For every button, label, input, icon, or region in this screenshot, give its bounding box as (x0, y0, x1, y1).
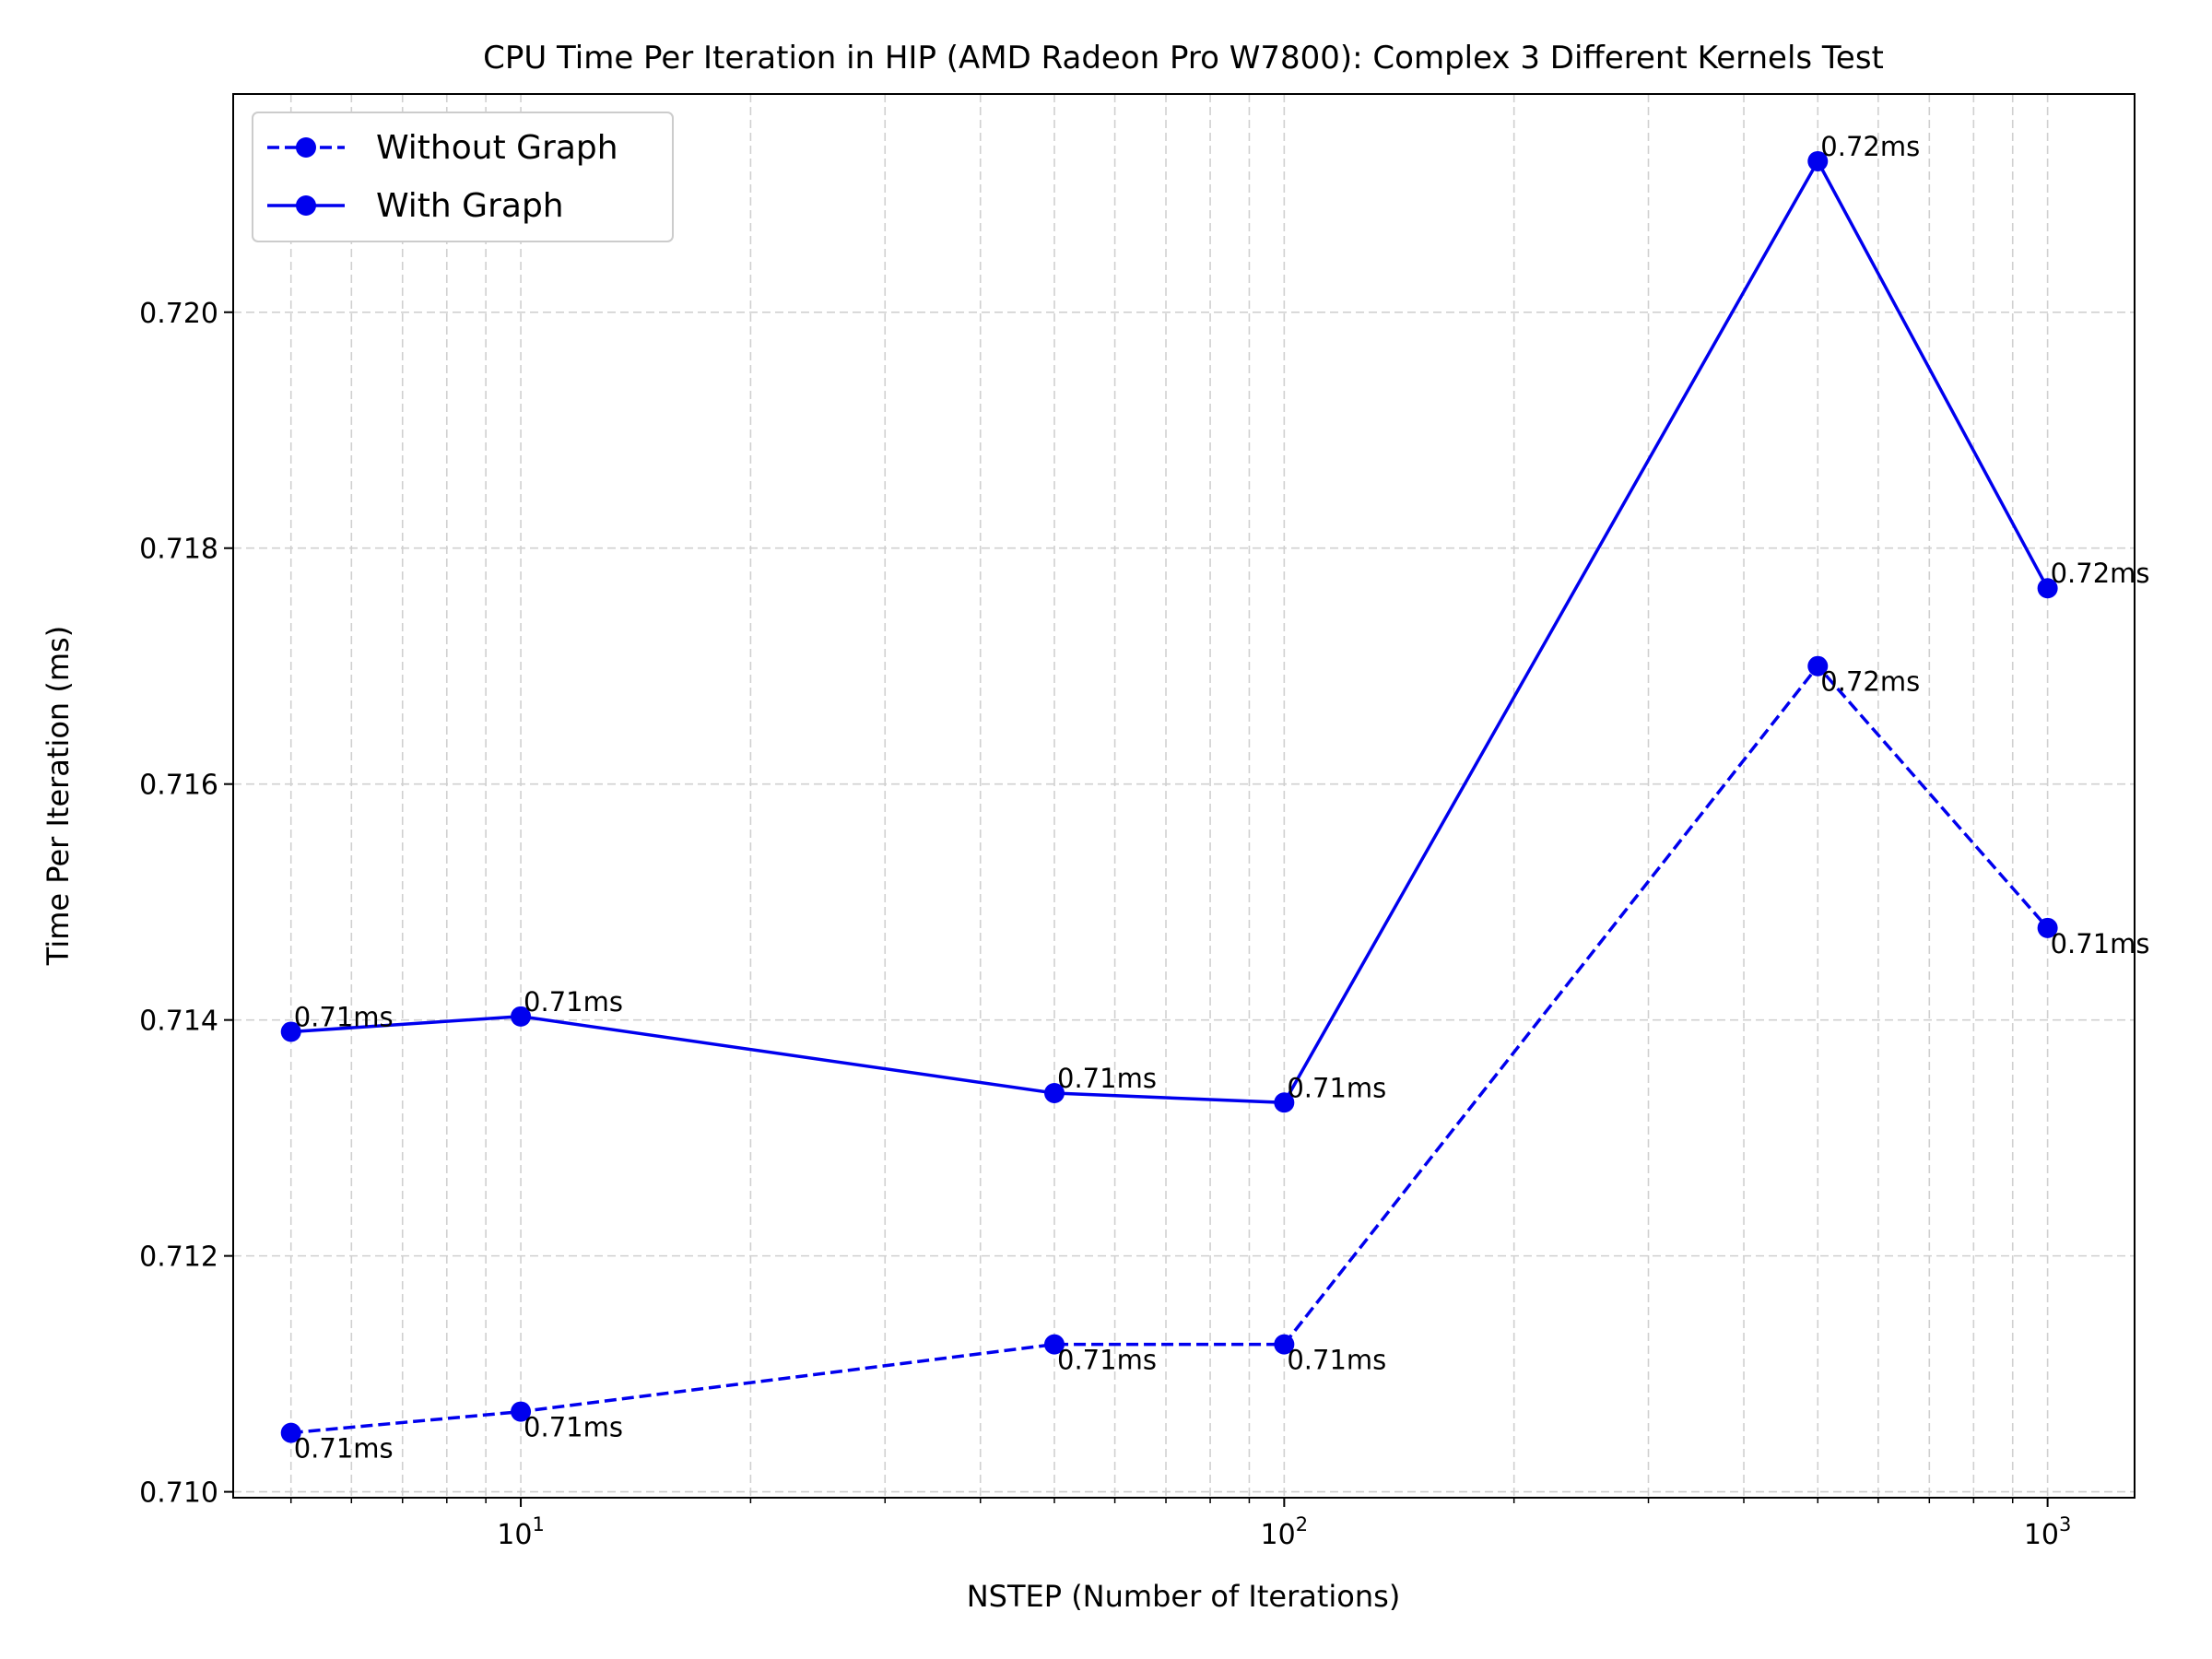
legend: Without Graph With Graph (252, 112, 674, 242)
plot-frame (232, 93, 2136, 1499)
legend-marker-without-graph (296, 137, 316, 158)
legend-label-with-graph: With Graph (376, 187, 564, 225)
y-tick-label: 0.714 (139, 1006, 218, 1038)
data-point-with-graph (280, 1021, 301, 1042)
data-point-with-graph (1044, 1083, 1065, 1104)
data-label-without-graph: 0.72ms (1820, 666, 1920, 698)
data-label-with-graph: 0.71ms (1287, 1072, 1386, 1103)
data-point-without-graph (280, 1422, 301, 1443)
y-axis-label: Time Per Iteration (ms) (41, 626, 76, 966)
x-axis-label: NSTEP (Number of Iterations) (967, 1579, 1401, 1614)
y-tick-label: 0.716 (139, 770, 218, 802)
data-point-without-graph (1044, 1334, 1065, 1355)
data-labels: 0.71ms 0.71ms 0.71ms 0.71ms 0.72ms 0.71ms 0.71… (294, 131, 2150, 1465)
data-label-with-graph: 0.72ms (1820, 131, 1920, 162)
legend-marker-with-graph (296, 195, 316, 216)
data-label-without-graph: 0.71ms (1057, 1345, 1157, 1376)
data-point-with-graph (2037, 578, 2058, 599)
data-label-without-graph: 0.71ms (2051, 928, 2150, 959)
data-point-with-graph (1274, 1092, 1295, 1113)
data-point-with-graph (511, 1006, 532, 1027)
data-label-without-graph: 0.71ms (1287, 1345, 1386, 1376)
y-tick-label: 0.718 (139, 534, 218, 566)
data-point-without-graph (1807, 655, 1829, 677)
data-point-without-graph (2037, 917, 2058, 938)
chart-title: CPU Time Per Iteration in HIP (AMD Radeo… (483, 40, 1884, 76)
series-layer (280, 150, 2058, 1443)
series-line-without-graph (290, 663, 2049, 1435)
y-tick-label: 0.710 (139, 1477, 218, 1510)
y-tick-label: 0.720 (139, 298, 218, 330)
series-line-with-graph (290, 158, 2050, 1105)
data-label-with-graph: 0.71ms (524, 986, 623, 1018)
data-point-without-graph (1274, 1334, 1295, 1355)
data-label-with-graph: 0.72ms (2051, 558, 2150, 589)
data-label-without-graph: 0.71ms (524, 1412, 623, 1443)
legend-box (252, 112, 674, 242)
grid (233, 94, 2135, 1498)
data-label-without-graph: 0.71ms (294, 1433, 394, 1465)
y-tick-label: 0.712 (139, 1241, 218, 1274)
data-point-without-graph (511, 1401, 532, 1422)
data-label-with-graph: 0.71ms (1057, 1063, 1157, 1094)
legend-label-without-graph: Without Graph (376, 129, 618, 167)
data-label-with-graph: 0.71ms (294, 1001, 394, 1032)
data-point-with-graph (1807, 150, 1829, 171)
